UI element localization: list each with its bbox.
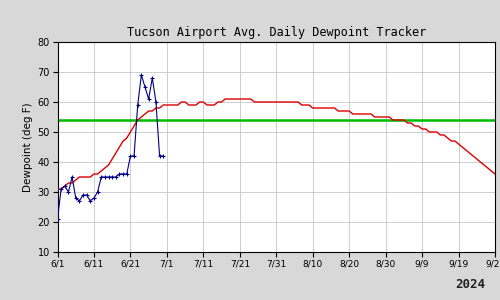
Title: Tucson Airport Avg. Daily Dewpoint Tracker: Tucson Airport Avg. Daily Dewpoint Track… — [126, 26, 426, 39]
Y-axis label: Dewpoint (deg F): Dewpoint (deg F) — [24, 102, 34, 192]
Text: 2024: 2024 — [455, 278, 485, 291]
